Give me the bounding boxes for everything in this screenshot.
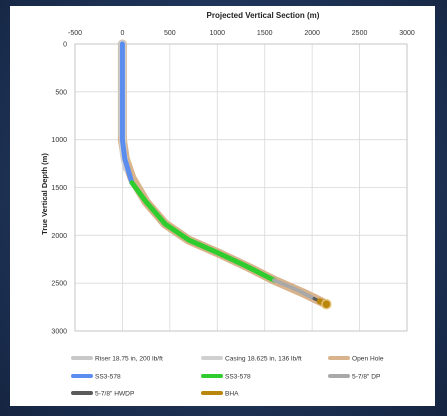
legend-item: Open Hole	[328, 355, 384, 362]
legend-label: SS3-578	[225, 373, 251, 380]
legend-item: Casing 18.625 in, 136 lb/ft	[201, 355, 302, 362]
chart-title: Projected Vertical Section (m)	[207, 11, 320, 20]
x-tick-label: 2500	[352, 30, 368, 37]
legend-item: BHA	[201, 390, 239, 397]
series-line-4	[129, 180, 277, 283]
x-tick-label: 2000	[304, 30, 320, 37]
y-tick-labels: 0 500 1000 1500 2000 2500 3000	[51, 42, 67, 336]
x-tick-label: 1000	[209, 30, 225, 37]
x-tick-label: 500	[164, 30, 176, 37]
series-line-3	[119, 41, 135, 186]
y-tick-label: 3000	[51, 329, 67, 336]
legend-item: 5-7/8" DP	[328, 373, 381, 380]
legend-label: Casing 18.625 in, 136 lb/ft	[225, 355, 302, 362]
x-tick-label: 3000	[399, 30, 415, 37]
legend-label: SS3-578	[95, 373, 121, 380]
legend-item: 5-7/8" HWDP	[71, 390, 135, 397]
legend-item: SS3-578	[71, 373, 121, 380]
legend-label: Riser 18.75 in, 200 lb/ft	[95, 355, 163, 362]
series-group	[117, 39, 332, 310]
chart-panel: Projected Vertical Section (m) True Vert…	[10, 6, 435, 406]
legend-label: Open Hole	[352, 355, 384, 362]
legend-item: SS3-578	[201, 373, 251, 380]
legend-label: BHA	[225, 390, 239, 397]
legend-label: 5-7/8" DP	[352, 373, 381, 380]
y-tick-label: 500	[55, 89, 67, 96]
legend: Riser 18.75 in, 200 lb/ft Casing 18.625 i…	[71, 355, 384, 397]
legend-label: 5-7/8" HWDP	[95, 390, 135, 397]
y-tick-label: 2000	[51, 233, 67, 240]
x-tick-labels: -500 0 500 1000 1500 2000 2500 3000	[68, 30, 415, 37]
y-tick-label: 1500	[51, 185, 67, 192]
x-tick-label: -500	[68, 30, 82, 37]
y-tick-label: 1000	[51, 137, 67, 144]
y-tick-label: 2500	[51, 281, 67, 288]
y-axis-label: True Vertical Depth (m)	[40, 153, 49, 235]
y-tick-label: 0	[63, 42, 67, 49]
grid	[74, 43, 408, 332]
bha-marker	[321, 298, 332, 310]
series-line-5	[272, 278, 316, 301]
x-tick-label: 0	[120, 30, 124, 37]
plot-border	[74, 43, 408, 332]
series-line-0	[117, 39, 331, 309]
x-tick-label: 1500	[257, 30, 273, 37]
legend-item: Riser 18.75 in, 200 lb/ft	[71, 355, 163, 362]
well-trajectory-chart: Projected Vertical Section (m) True Vert…	[40, 11, 415, 397]
